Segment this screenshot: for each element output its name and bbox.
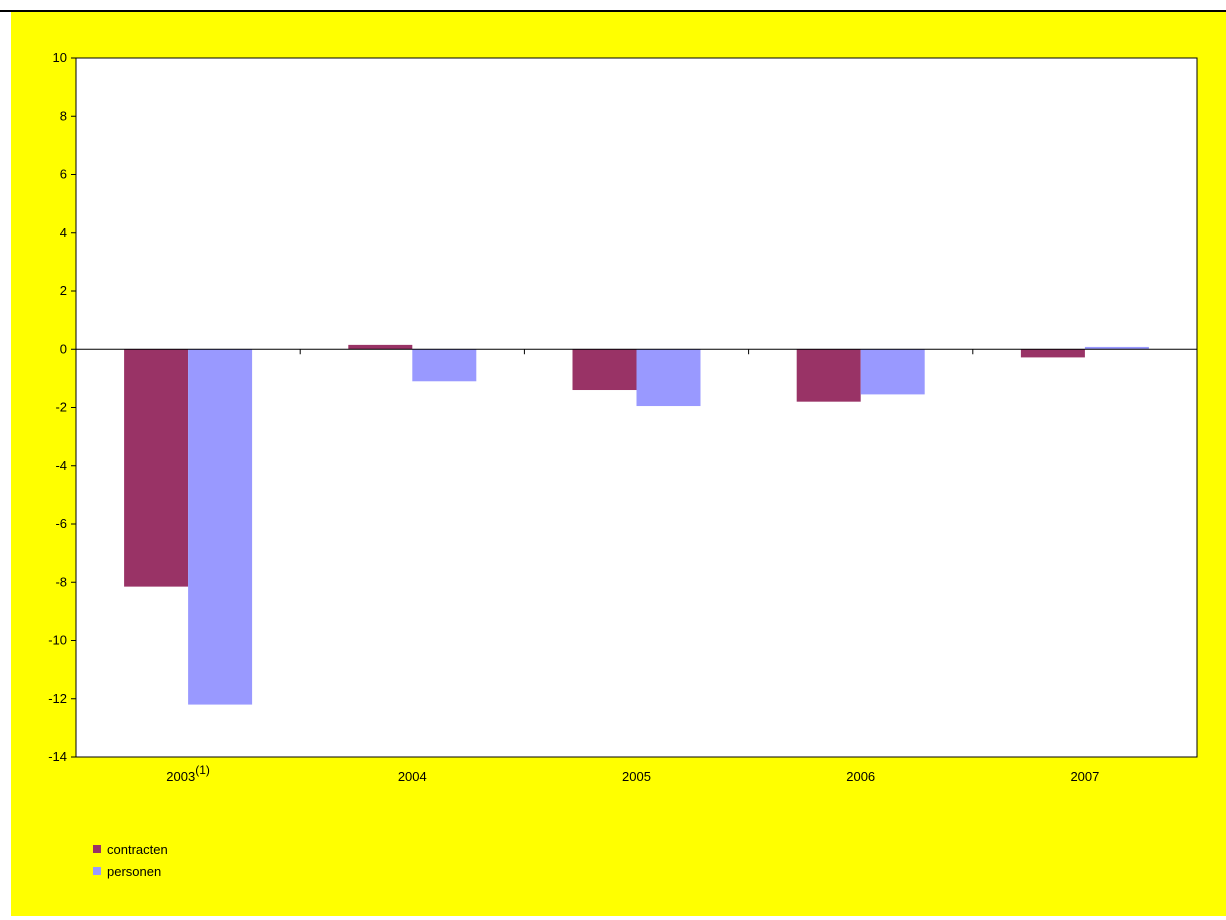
bar-personen-2003: [188, 349, 253, 705]
bar-personen-2007: [1084, 346, 1149, 350]
x-tick-label-2007: 2007: [1070, 769, 1099, 784]
legend-swatch-personen: [93, 867, 101, 875]
legend-label-contracten: contracten: [107, 841, 168, 857]
bar-contracten-2004: [348, 344, 413, 350]
bar-personen-2005: [636, 349, 701, 407]
bar-personen-2004: [412, 349, 477, 382]
y-tick-label: -12: [48, 691, 67, 706]
bar-chart: 10 8 6 4 2 0 -2 -4 -6 -8 -10 -12 -14 2003(1) 2004 2005 2…: [48, 50, 1198, 784]
bar-contracten-2006: [796, 349, 861, 402]
legend-label-personen: personen: [107, 863, 162, 879]
chart-area: 10 8 6 4 2 0 -2 -4 -6 -8 -10 -12 -14 2003(1) 2004 2005 2…: [11, 12, 1226, 916]
y-tick-label: 10: [53, 50, 67, 65]
y-tick-label: -14: [48, 749, 67, 764]
y-tick-label: 6: [60, 167, 67, 182]
plot-area: [75, 57, 1198, 758]
y-tick-label: 8: [60, 108, 67, 123]
bar-contracten-2005: [572, 349, 637, 391]
bar-personen-2006: [860, 349, 925, 395]
bar-contracten-2007: [1020, 349, 1085, 358]
footnote-marker: (1): [195, 763, 210, 777]
x-tick-label-2006: 2006: [846, 769, 875, 784]
x-tick-label-2004: 2004: [398, 769, 427, 784]
top-border-line: [0, 10, 1226, 12]
y-tick-label: -2: [55, 400, 67, 415]
y-tick-label: 2: [60, 283, 67, 298]
x-tick-label-2005: 2005: [622, 769, 651, 784]
legend: contracten personen: [93, 838, 168, 882]
bar-contracten-2003: [124, 349, 189, 587]
y-tick-label: 4: [60, 225, 67, 240]
y-tick-label: 0: [60, 341, 67, 356]
legend-swatch-contracten: [93, 845, 101, 853]
legend-item-contracten: contracten: [93, 838, 168, 860]
y-tick-label: -10: [48, 633, 67, 648]
y-tick-label: -4: [55, 458, 67, 473]
x-tick-label-2003: 2003(1): [166, 763, 210, 784]
y-tick-label: -8: [55, 574, 67, 589]
y-tick-label: -6: [55, 516, 67, 531]
legend-item-personen: personen: [93, 860, 168, 882]
